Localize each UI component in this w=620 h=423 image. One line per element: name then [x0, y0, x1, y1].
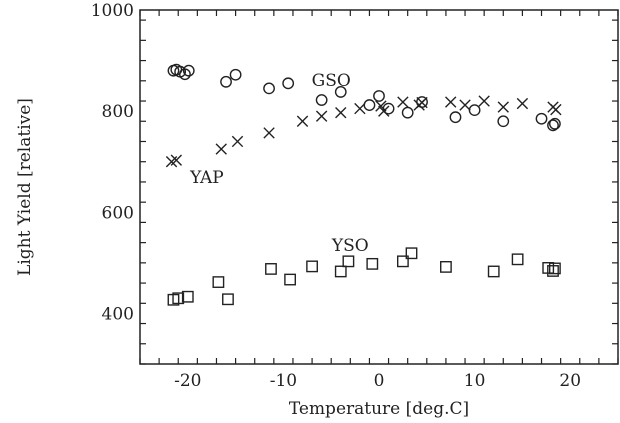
- data-point-circle: [535, 112, 548, 125]
- data-point-cross: [231, 135, 244, 148]
- tick-labels: -20 -10 0 10 20 400 600 800 1000: [91, 1, 581, 391]
- data-point-cross: [170, 154, 183, 166]
- x-axis-title: Temperature [deg.C]: [289, 399, 469, 419]
- data-point-square: [334, 265, 347, 278]
- data-point-cross: [459, 99, 471, 111]
- data-point-cross: [263, 127, 275, 139]
- y-tick-label: 1000: [91, 1, 134, 21]
- y-tick-label: 800: [102, 102, 134, 122]
- plot-frame: [139, 9, 619, 365]
- y-tick-label: 600: [102, 203, 134, 223]
- y-tick-label: 400: [102, 304, 134, 324]
- data-point-cross: [335, 106, 347, 119]
- data-point-cross: [397, 96, 409, 108]
- x-tick-label: 20: [559, 371, 581, 391]
- y-axis-title: Light Yield [relative]: [15, 98, 35, 276]
- data-point-cross: [296, 115, 309, 127]
- data-point-square: [265, 263, 277, 275]
- data-point-circle: [497, 115, 510, 128]
- data-point-circle: [315, 94, 328, 106]
- series-gso: [167, 63, 561, 132]
- data-point-cross: [315, 110, 328, 122]
- data-point-circle: [182, 64, 195, 77]
- data-point-square: [440, 261, 452, 273]
- data-point-circle: [468, 104, 481, 117]
- data-point-square: [212, 276, 225, 288]
- series-label-yso: YSO: [331, 236, 369, 256]
- series-yso: [167, 247, 561, 306]
- series-label-yap: YAP: [189, 168, 224, 188]
- data-point-cross: [497, 101, 509, 113]
- x-tick-label: 0: [374, 371, 385, 391]
- series-label-gso: GSO: [312, 71, 351, 91]
- data-point-square: [342, 255, 355, 268]
- axis-ticks: [139, 10, 619, 365]
- data-point-cross: [478, 95, 490, 107]
- data-point-circle: [373, 90, 385, 102]
- data-point-circle: [282, 77, 295, 90]
- data-point-square: [306, 260, 318, 273]
- data-point-square: [397, 255, 409, 268]
- data-point-circle: [220, 75, 232, 88]
- data-point-cross: [516, 97, 529, 110]
- data-point-cross: [375, 100, 387, 112]
- data-point-cross: [445, 96, 457, 108]
- data-point-square: [405, 247, 418, 260]
- data-point-cross: [354, 102, 366, 115]
- data-point-circle: [229, 68, 242, 81]
- data-point-square: [511, 253, 524, 266]
- x-tick-label: 10: [464, 371, 486, 391]
- series-labels: GSO YAP YSO: [189, 71, 369, 256]
- data-marks: [165, 63, 562, 306]
- data-point-cross: [215, 143, 227, 155]
- data-point-cross: [550, 103, 562, 116]
- data-point-circle: [547, 119, 559, 132]
- data-point-circle: [549, 117, 561, 130]
- x-tick-label: -20: [174, 371, 201, 391]
- data-point-square: [222, 293, 234, 306]
- data-point-square: [181, 290, 194, 303]
- data-point-circle: [363, 99, 376, 111]
- data-point-circle: [401, 106, 414, 119]
- data-point-circle: [263, 82, 275, 95]
- data-point-square: [366, 257, 379, 270]
- data-point-circle: [179, 68, 191, 81]
- data-point-circle: [334, 86, 347, 98]
- data-point-square: [547, 265, 559, 277]
- data-point-cross: [416, 96, 428, 109]
- data-point-square: [172, 292, 185, 305]
- data-point-square: [284, 273, 296, 286]
- data-point-square: [549, 262, 561, 275]
- series-yap: [165, 95, 562, 168]
- data-point-square: [487, 265, 500, 278]
- data-point-circle: [449, 111, 462, 124]
- x-tick-label: -10: [270, 371, 297, 391]
- data-point-cross: [378, 105, 390, 117]
